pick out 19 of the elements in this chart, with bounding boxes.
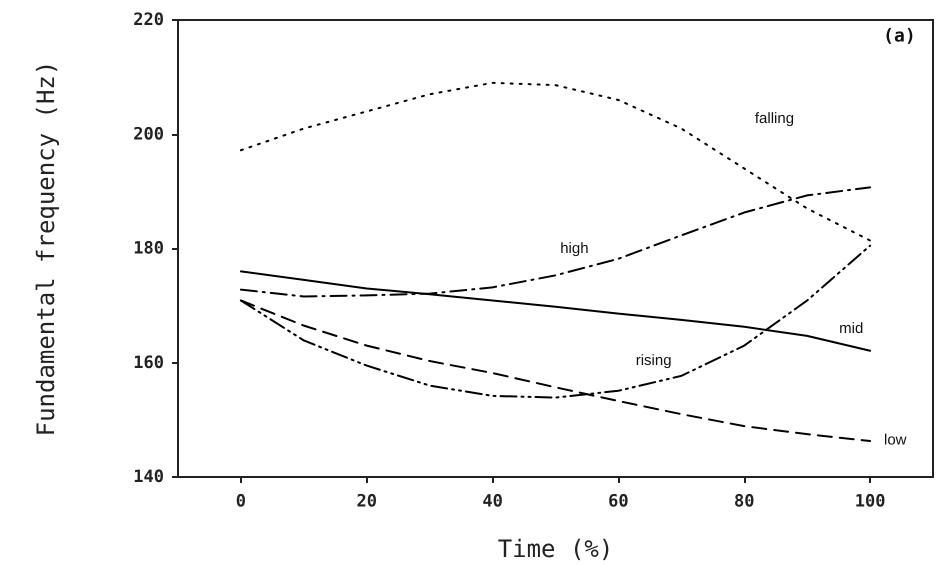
annotation: low xyxy=(884,431,907,448)
y-tick-label: 140 xyxy=(133,467,164,487)
annotation: high xyxy=(560,240,589,257)
y-tick-label: 200 xyxy=(133,124,164,144)
annotation: falling xyxy=(754,110,794,127)
x-axis-title: Time (%) xyxy=(498,535,614,563)
annotation: (a) xyxy=(883,25,916,46)
annotation: rising xyxy=(636,352,672,369)
x-tick-label: 0 xyxy=(236,492,246,512)
x-tick-label: 60 xyxy=(608,492,629,512)
annotation: mid xyxy=(839,320,864,337)
y-axis-title: Fundamental frequency (Hz) xyxy=(32,60,60,436)
x-tick-label: 80 xyxy=(734,492,754,512)
y-tick-label: 220 xyxy=(133,10,164,30)
x-tick-label: 20 xyxy=(356,492,377,512)
x-tick-label: 100 xyxy=(854,492,886,512)
y-tick-label: 180 xyxy=(133,238,164,258)
y-tick-label: 160 xyxy=(133,352,164,373)
x-tick-label: 40 xyxy=(482,492,503,512)
